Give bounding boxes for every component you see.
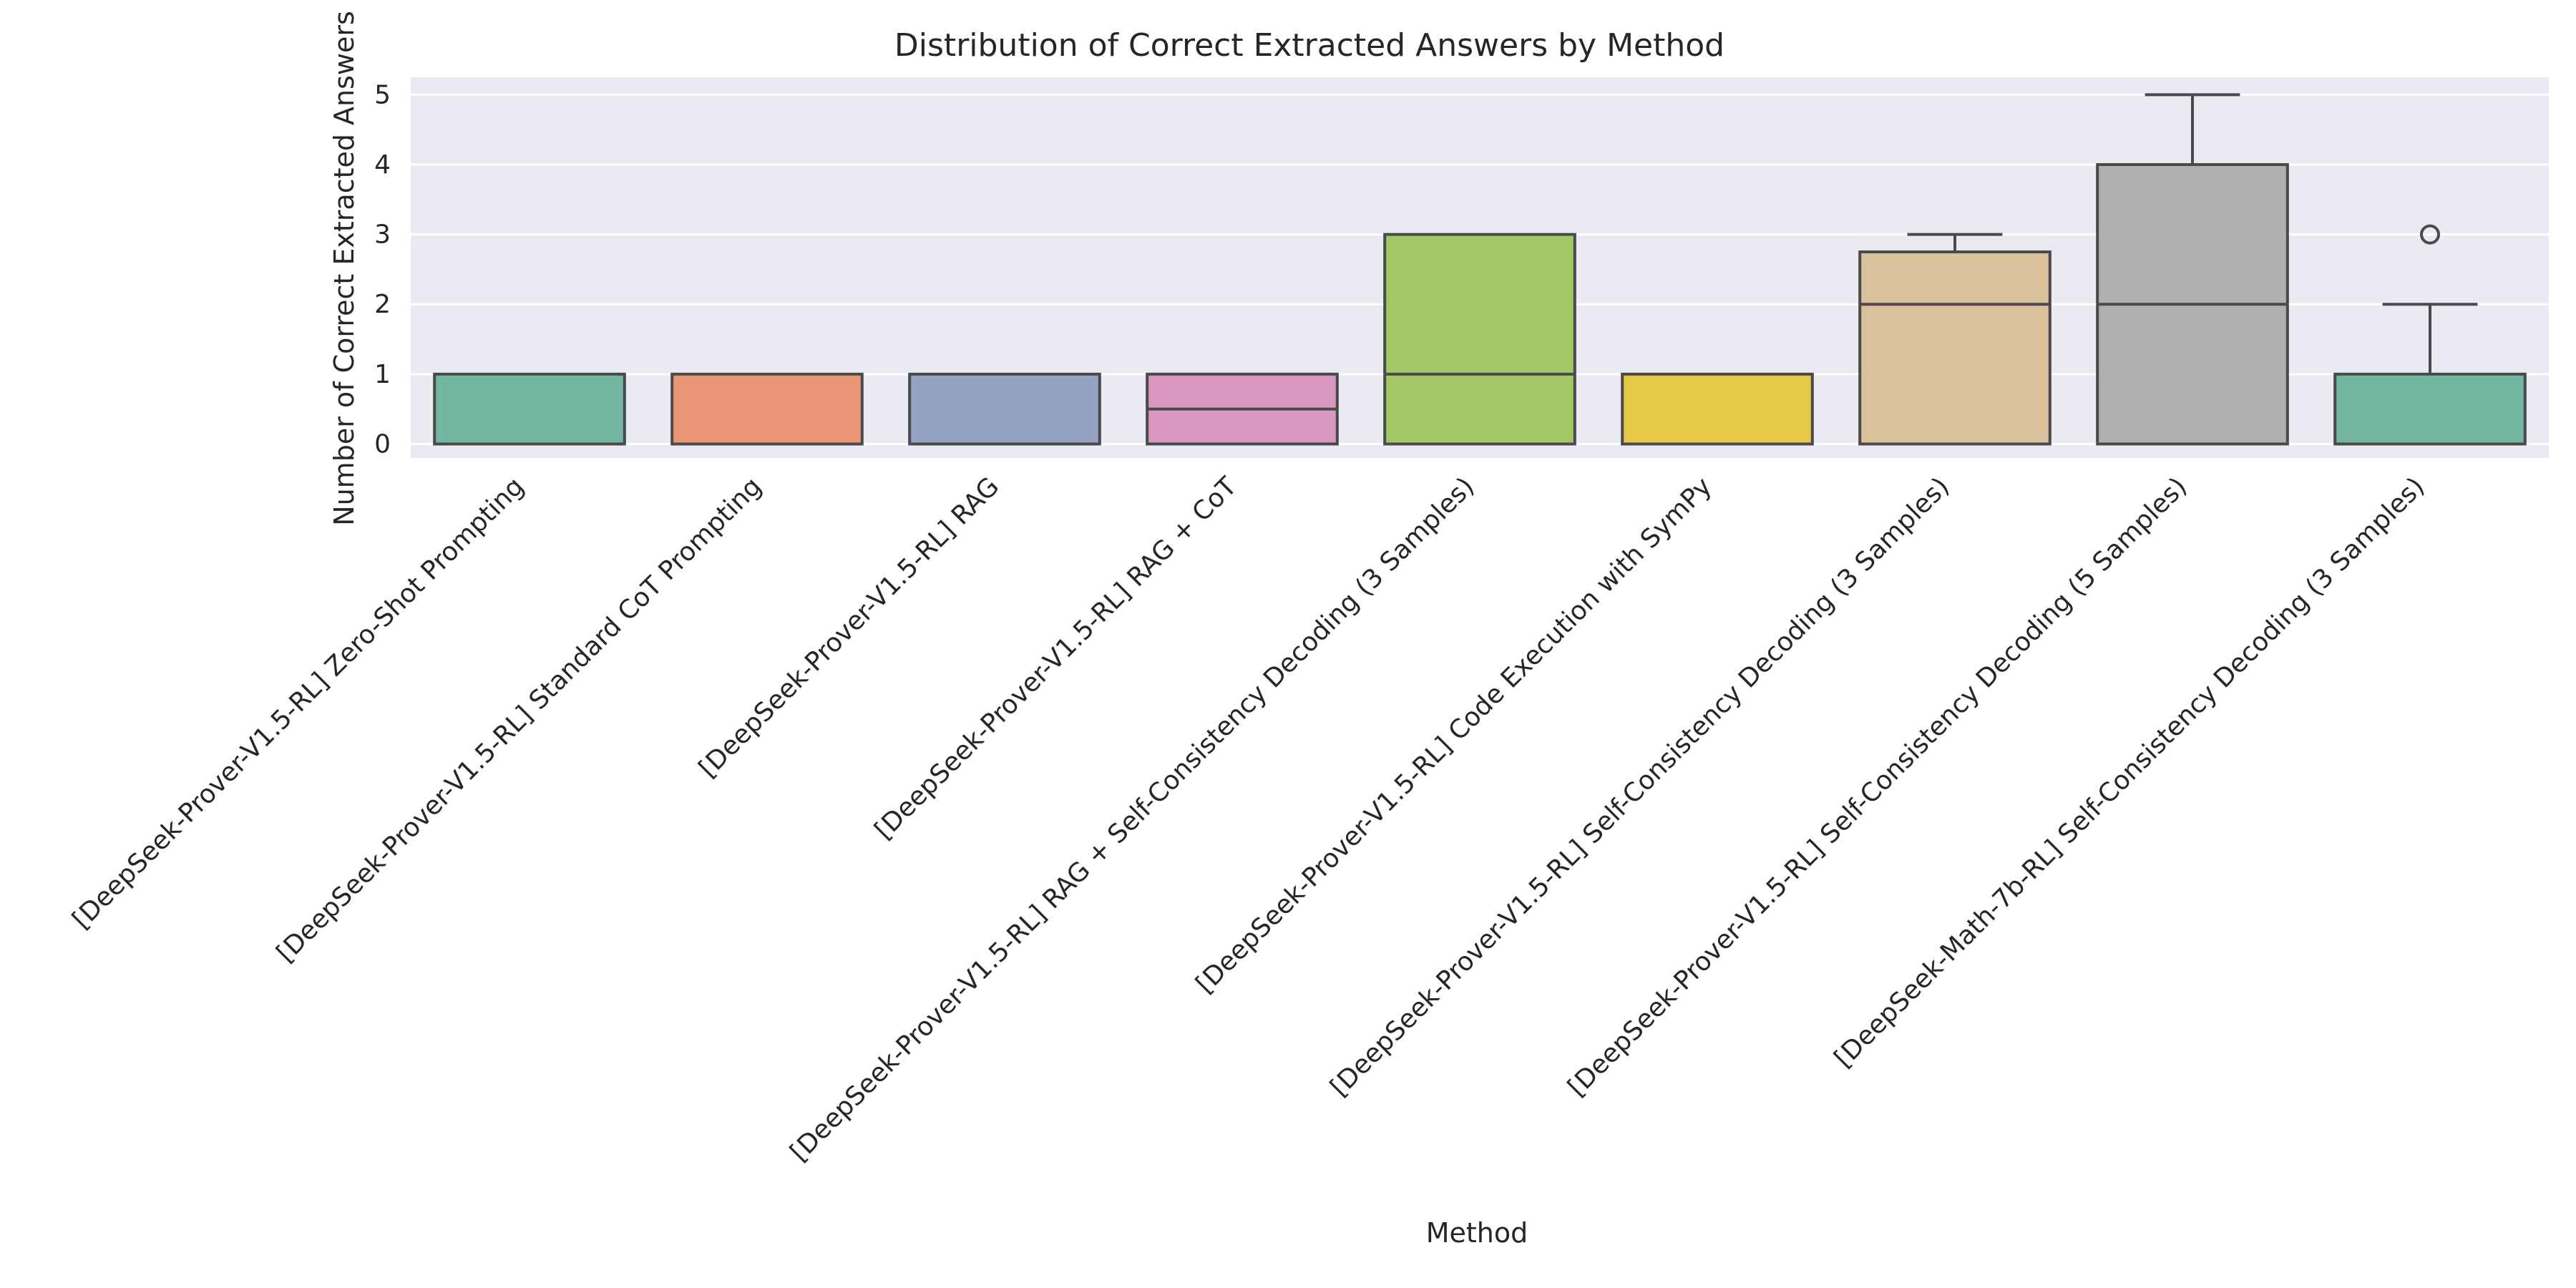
box-group: [1146, 372, 1339, 446]
y-tick-label: 2: [374, 290, 391, 319]
box-iqr: [1621, 372, 1814, 446]
y-tick-label: 1: [374, 360, 391, 389]
chart-title: Distribution of Correct Extracted Answer…: [894, 27, 1724, 64]
box-group: [2333, 224, 2527, 446]
box-iqr: [670, 372, 864, 446]
box-group: [1383, 233, 1576, 446]
y-tick-labels: 0 1 2 3 4 5: [374, 80, 391, 459]
box-group: [1858, 233, 2051, 446]
boxes: [433, 93, 2527, 446]
y-tick-label: 4: [374, 150, 391, 180]
box-group: [670, 372, 864, 446]
x-tick-labels: [DeepSeek-Prover-V1.5-RL] Zero-Shot Prom…: [67, 472, 2430, 1168]
y-axis-label: Number of Correct Extracted Answers: [328, 11, 360, 526]
x-tick-label: [DeepSeek-Prover-V1.5-RL] Code Execution…: [1191, 472, 1718, 999]
box-group: [2096, 93, 2289, 446]
box-group: [908, 372, 1101, 446]
y-tick-label: 3: [374, 220, 391, 250]
box-group: [433, 372, 626, 446]
box-iqr: [1858, 250, 2051, 446]
x-axis-label: Method: [1426, 1217, 1528, 1249]
x-tick-label: [DeepSeek-Math-7b-RL] Self-Consistency D…: [1829, 472, 2431, 1073]
y-tick-label: 0: [374, 429, 391, 459]
box-group: [1621, 372, 1814, 446]
box-iqr: [2333, 372, 2527, 446]
x-tick-label: [DeepSeek-Prover-V1.5-RL] Standard CoT P…: [271, 472, 768, 968]
y-tick-label: 5: [374, 80, 391, 109]
box-iqr: [908, 372, 1101, 446]
outlier-point: [2420, 224, 2440, 245]
box-iqr: [1383, 233, 1576, 446]
box-iqr: [433, 372, 626, 446]
x-tick-label: [DeepSeek-Prover-V1.5-RL] RAG + CoT: [869, 472, 1244, 846]
x-tick-label: [DeepSeek-Prover-V1.5-RL] Zero-Shot Prom…: [67, 472, 530, 935]
